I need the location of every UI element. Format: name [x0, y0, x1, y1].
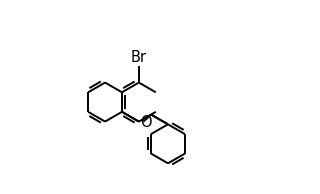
Text: Br: Br — [131, 50, 147, 65]
Text: O: O — [140, 115, 152, 130]
